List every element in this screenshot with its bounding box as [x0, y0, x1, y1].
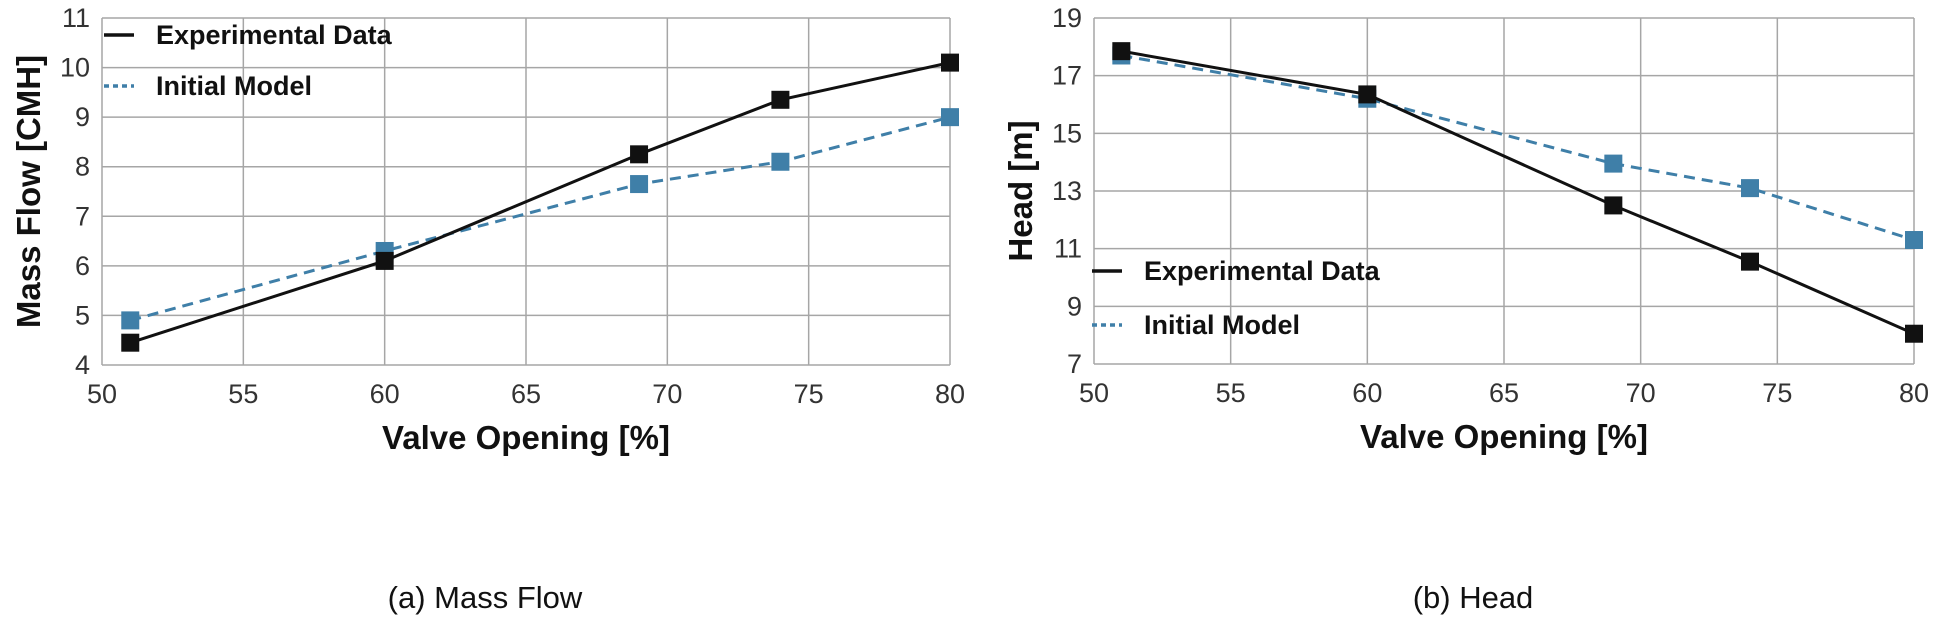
- x-tick-label: 70: [1626, 378, 1656, 408]
- series-initial-model: [1112, 46, 1923, 250]
- y-tick-label: 15: [1052, 118, 1082, 148]
- y-tick-label: 9: [75, 102, 90, 132]
- gridlines: [101, 17, 951, 366]
- chart-caption: (a) Mass Flow: [388, 580, 583, 615]
- series-experimental-data: [1112, 42, 1923, 343]
- experimental-data-line: [1121, 49, 1915, 336]
- x-tick-label: 80: [935, 379, 965, 409]
- x-tick-label: 60: [370, 379, 400, 409]
- x-tick-label: 65: [1489, 378, 1519, 408]
- y-tick-label: 4: [75, 350, 90, 380]
- legend: Experimental Data Initial Model: [1092, 256, 1381, 340]
- x-tick-label: 75: [1762, 378, 1792, 408]
- experimental-data-point: [1112, 42, 1131, 61]
- initial-model-point: [1905, 231, 1923, 250]
- x-tick-label: 80: [1899, 378, 1929, 408]
- x-tick-label: 50: [87, 379, 117, 409]
- x-tick-label: 65: [511, 379, 541, 409]
- legend-label-initial-model: Initial Model: [1144, 310, 1300, 340]
- initial-model-line: [1121, 54, 1915, 242]
- y-tick-label: 17: [1052, 61, 1082, 91]
- initial-model-point: [771, 152, 790, 171]
- experimental-data-line: [129, 61, 951, 345]
- legend-label-experimental-data: Experimental Data: [156, 20, 393, 50]
- y-tick-label: 19: [1052, 3, 1082, 33]
- legend: Experimental Data Initial Model: [104, 20, 393, 101]
- experimental-data-point: [1741, 252, 1759, 271]
- y-tick-label: 8: [75, 152, 90, 182]
- series-experimental-data: [121, 53, 959, 352]
- experimental-data-point: [630, 145, 649, 164]
- experimental-data-point: [771, 90, 790, 109]
- y-tick-label: 5: [75, 300, 90, 330]
- initial-model-point: [121, 311, 140, 330]
- series-initial-model: [121, 108, 959, 330]
- y-axis-label: Head [m]: [1002, 120, 1039, 261]
- y-tick-label: 9: [1067, 291, 1082, 321]
- y-tick-label: 7: [1067, 349, 1082, 379]
- x-tick-label: 60: [1352, 378, 1382, 408]
- x-axis-label: Valve Opening [%]: [1360, 418, 1648, 455]
- chart-head: 50 55 60 65 70 75 80 7 9 11 13 15 17 19 Valve Opening …: [1002, 3, 1929, 615]
- experimental-data-point: [1604, 196, 1623, 215]
- x-tick-label: 75: [794, 379, 824, 409]
- y-tick-label: 10: [60, 53, 90, 83]
- y-tick-label: 11: [1054, 234, 1082, 264]
- y-tick-label: 6: [75, 251, 90, 281]
- y-axis-label: Mass Flow [CMH]: [10, 55, 47, 328]
- experimental-data-point: [1905, 324, 1923, 343]
- x-tick-label: 55: [1216, 378, 1246, 408]
- x-axis-label: Valve Opening [%]: [382, 419, 670, 456]
- y-tick-label: 13: [1052, 176, 1082, 206]
- experimental-data-point: [941, 53, 959, 72]
- x-tick-label: 55: [228, 379, 258, 409]
- legend-label-initial-model: Initial Model: [156, 71, 312, 101]
- initial-model-point: [1741, 179, 1759, 198]
- chart-mass-flow: 50 55 60 65 70 75 80 4 5 6 7 8 9 10 11 Valve Opening [%…: [10, 3, 965, 615]
- initial-model-line: [129, 115, 951, 322]
- experimental-data-point: [375, 251, 394, 270]
- initial-model-point: [630, 175, 649, 194]
- initial-model-point: [1604, 154, 1623, 173]
- chart-caption: (b) Head: [1413, 580, 1534, 615]
- x-tick-label: 50: [1079, 378, 1109, 408]
- y-tick-label: 11: [62, 3, 90, 33]
- x-tick-label: 70: [652, 379, 682, 409]
- legend-label-experimental-data: Experimental Data: [1144, 256, 1381, 286]
- experimental-data-point: [121, 333, 140, 352]
- experimental-data-point: [1358, 85, 1377, 104]
- gridlines: [1093, 17, 1915, 365]
- initial-model-point: [941, 108, 959, 127]
- y-tick-label: 7: [75, 201, 90, 231]
